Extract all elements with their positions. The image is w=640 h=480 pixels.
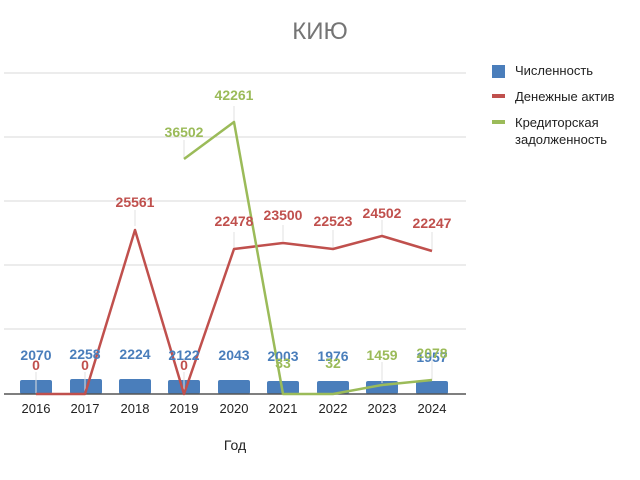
svg-text:22247: 22247 (413, 215, 452, 231)
svg-text:25561: 25561 (116, 194, 155, 210)
legend-item-kreditorskaya[interactable]: Кредиторская задолженность (492, 114, 640, 148)
line-swatch-icon (492, 94, 505, 98)
green-value-labels: 36502 42261 33 32 1459 2078 (165, 87, 448, 371)
legend-item-denezhnye[interactable]: Денежные актив (492, 88, 640, 105)
svg-text:2018: 2018 (121, 401, 150, 416)
svg-text:23500: 23500 (264, 207, 303, 223)
svg-text:36502: 36502 (165, 124, 204, 140)
svg-text:2078: 2078 (416, 345, 447, 361)
legend-item-chislennost[interactable]: Численность (492, 62, 640, 79)
gridlines (4, 72, 466, 330)
svg-text:42261: 42261 (215, 87, 254, 103)
bar-series-chislennost (20, 379, 448, 394)
line-swatch-icon (492, 120, 505, 124)
svg-text:2122: 2122 (168, 347, 199, 363)
bar-value-labels: 2070 2258 2224 2122 2043 2003 1976 1957 (20, 346, 447, 365)
chart-title: КИЮ (292, 18, 348, 45)
svg-text:33: 33 (275, 355, 291, 371)
svg-text:2024: 2024 (418, 401, 447, 416)
svg-text:1459: 1459 (366, 347, 397, 363)
legend: Численность Денежные актив Кредиторская … (492, 62, 640, 157)
svg-text:2017: 2017 (71, 401, 100, 416)
svg-text:32: 32 (325, 355, 341, 371)
svg-text:22523: 22523 (314, 213, 353, 229)
svg-text:2070: 2070 (20, 347, 51, 363)
svg-text:2258: 2258 (69, 346, 100, 362)
x-tick-labels: 2016 2017 2018 2019 2020 2021 2022 2023 … (22, 401, 447, 416)
x-axis-title: Год (223, 437, 247, 453)
svg-text:2019: 2019 (170, 401, 199, 416)
svg-text:2022: 2022 (319, 401, 348, 416)
svg-text:2020: 2020 (220, 401, 249, 416)
svg-text:2016: 2016 (22, 401, 51, 416)
svg-text:2023: 2023 (368, 401, 397, 416)
svg-text:1976: 1976 (317, 348, 348, 364)
svg-text:22478: 22478 (215, 213, 254, 229)
svg-text:2003: 2003 (267, 348, 298, 364)
bar-swatch-icon (492, 65, 505, 78)
svg-text:24502: 24502 (363, 205, 402, 221)
svg-text:2224: 2224 (119, 346, 150, 362)
svg-text:2021: 2021 (269, 401, 298, 416)
svg-text:1957: 1957 (416, 349, 447, 365)
line-series-denezhnye (36, 228, 433, 396)
svg-text:0: 0 (32, 357, 40, 373)
svg-text:0: 0 (180, 357, 188, 373)
red-value-labels: 0 0 25561 0 22478 23500 22523 24502 2224… (32, 194, 452, 373)
svg-text:0: 0 (81, 357, 89, 373)
line-series-kreditorskaya (183, 120, 433, 396)
svg-text:2043: 2043 (218, 347, 249, 363)
